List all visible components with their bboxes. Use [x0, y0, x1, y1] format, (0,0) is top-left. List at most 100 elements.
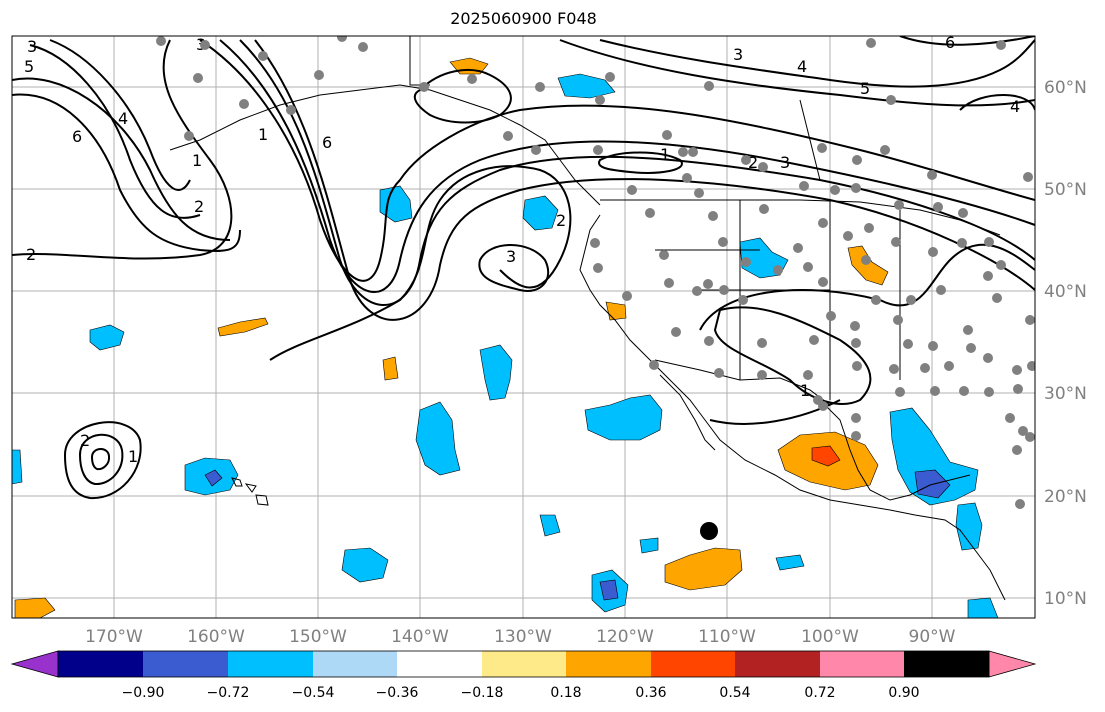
- colorbar-segment: [566, 651, 651, 677]
- station-marker: [864, 223, 874, 233]
- station-marker: [193, 73, 203, 83]
- contour-closed-pacific-3: [90, 448, 111, 471]
- lat-label: 40°N: [1044, 282, 1087, 302]
- station-marker: [886, 95, 896, 105]
- station-marker: [957, 238, 967, 248]
- station-marker: [851, 431, 861, 441]
- shade-blue-sw-edge: [12, 449, 23, 485]
- colorbar-frame: [57, 650, 990, 678]
- station-marker: [664, 278, 674, 288]
- shade-blue-north: [557, 73, 616, 99]
- station-marker: [866, 38, 876, 48]
- station-marker: [662, 130, 672, 140]
- station-marker: [818, 218, 828, 228]
- station-marker: [419, 82, 429, 92]
- station-marker: [894, 200, 904, 210]
- station-marker: [682, 173, 692, 183]
- station-marker: [930, 386, 940, 396]
- contour-ridge: [269, 165, 572, 361]
- shade-orange-pacific-1: [664, 547, 743, 591]
- station-marker: [1005, 413, 1015, 423]
- contour-sw-us: [713, 306, 872, 405]
- shade-blue-pacific-7: [639, 537, 659, 554]
- station-marker: [1012, 445, 1022, 455]
- station-marker: [467, 74, 477, 84]
- station-marker: [1015, 499, 1025, 509]
- station-marker: [992, 293, 1002, 303]
- station-marker: [692, 286, 702, 296]
- colorbar-label: 0.18: [550, 685, 581, 701]
- station-marker: [184, 131, 194, 141]
- lon-label: 160°W: [187, 627, 245, 647]
- contour-ne-loop: [959, 94, 1035, 111]
- station-marker: [928, 341, 938, 351]
- colorbar-label: −0.54: [292, 685, 335, 701]
- station-marker: [258, 51, 268, 61]
- contour-label: 2: [26, 245, 36, 264]
- colorbar-segment: [904, 651, 989, 677]
- station-marker: [645, 208, 655, 218]
- station-marker: [891, 237, 901, 247]
- station-marker: [817, 143, 827, 153]
- colorbar-segment: [143, 651, 228, 677]
- station-marker: [889, 364, 899, 374]
- shade-orange-pacific-3: [382, 356, 399, 381]
- contour-label: 2: [556, 211, 566, 230]
- contour-label: 6: [945, 33, 955, 52]
- station-marker: [861, 255, 871, 265]
- station-marker: [959, 386, 969, 396]
- contour-north-2: [559, 39, 1035, 107]
- colorbar-segment: [58, 651, 143, 677]
- station-marker: [1027, 361, 1035, 371]
- lon-label: 170°W: [85, 627, 143, 647]
- colorbar-label: 0.72: [804, 685, 835, 701]
- contour-label: 2: [194, 197, 204, 216]
- shade-blue-central-am: [955, 502, 983, 551]
- station-marker: [983, 353, 993, 363]
- contour-label: 1: [128, 447, 138, 466]
- station-marker: [803, 262, 813, 272]
- shade-red-mexico: [811, 445, 841, 467]
- station-marker: [936, 285, 946, 295]
- shade-blue-gulf-alaska: [379, 185, 413, 223]
- station-marker: [984, 387, 994, 397]
- station-marker: [944, 361, 954, 371]
- shade-blue-baja: [584, 394, 663, 441]
- lat-label: 10°N: [1044, 589, 1087, 609]
- lon-label: 100°W: [801, 627, 859, 647]
- contour-wave-2: [219, 39, 1035, 293]
- station-marker: [803, 370, 813, 380]
- colorbar-segment: [820, 651, 904, 677]
- station-marker: [503, 131, 513, 141]
- contour-label: 5: [24, 57, 34, 76]
- lat-label: 60°N: [1044, 78, 1087, 98]
- colorbar-segment: [735, 651, 820, 677]
- north-america-west-coast: [579, 214, 1006, 601]
- lat-label: 20°N: [1044, 487, 1087, 507]
- contour-label: 1: [800, 381, 810, 400]
- station-marker: [593, 145, 603, 155]
- station-marker: [590, 238, 600, 248]
- station-marker: [920, 363, 930, 373]
- colorbar-extend-right: [988, 650, 1037, 678]
- station-marker: [996, 40, 1006, 50]
- shade-blue-pacific-1: [415, 401, 461, 476]
- station-marker: [286, 105, 296, 115]
- station-marker: [983, 271, 993, 281]
- lon-label: 150°W: [289, 627, 347, 647]
- station-marker: [314, 70, 324, 80]
- baja-peninsula: [659, 374, 716, 451]
- station-marker: [818, 277, 828, 287]
- station-marker: [928, 247, 938, 257]
- contour-nw-4: [49, 39, 191, 191]
- shade-blue-gulf: [775, 554, 805, 571]
- shade-blue-se-corner: [967, 597, 999, 618]
- station-marker: [1018, 426, 1028, 436]
- station-marker: [719, 285, 729, 295]
- canada-interior-border: [799, 99, 821, 181]
- lon-label: 140°W: [391, 627, 449, 647]
- colorbar-segment: [397, 651, 482, 677]
- station-marker: [708, 211, 718, 221]
- station-marker: [773, 265, 783, 275]
- station-marker: [337, 36, 347, 42]
